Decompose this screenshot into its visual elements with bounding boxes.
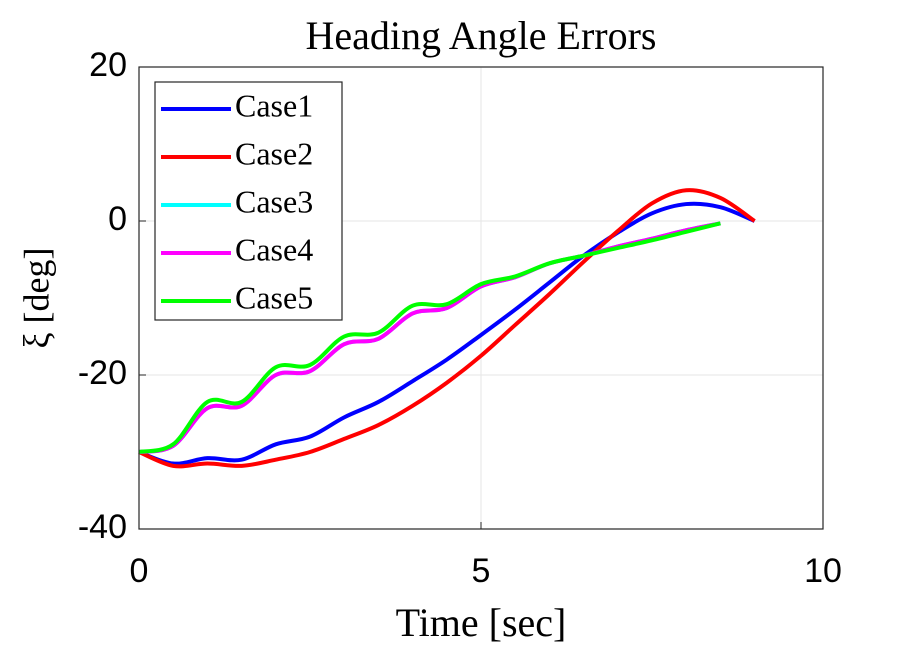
plot-frame	[138, 66, 824, 530]
legend-label: Case1	[235, 87, 313, 123]
series-line	[138, 188, 756, 469]
x-tick-label: 10	[804, 552, 842, 590]
legend-box	[154, 81, 343, 321]
x-axis-label: Time [sec]	[396, 600, 567, 645]
series-line	[138, 201, 756, 466]
y-tick-label: -20	[78, 354, 127, 392]
x-tick-label: 0	[130, 552, 149, 590]
y-tick-label: -40	[78, 508, 127, 546]
chart-title: Heading Angle Errors	[305, 13, 656, 58]
legend-label: Case5	[235, 279, 313, 315]
x-tick-label: 5	[472, 552, 491, 590]
legend-label: Case3	[235, 183, 313, 219]
y-tick-label: 0	[108, 200, 127, 238]
legend-label: Case4	[235, 231, 313, 267]
y-tick-label: 20	[89, 46, 127, 84]
series-line	[138, 221, 721, 454]
y-axis-label: ξ [deg]	[16, 247, 56, 348]
legend-label: Case2	[235, 135, 313, 171]
